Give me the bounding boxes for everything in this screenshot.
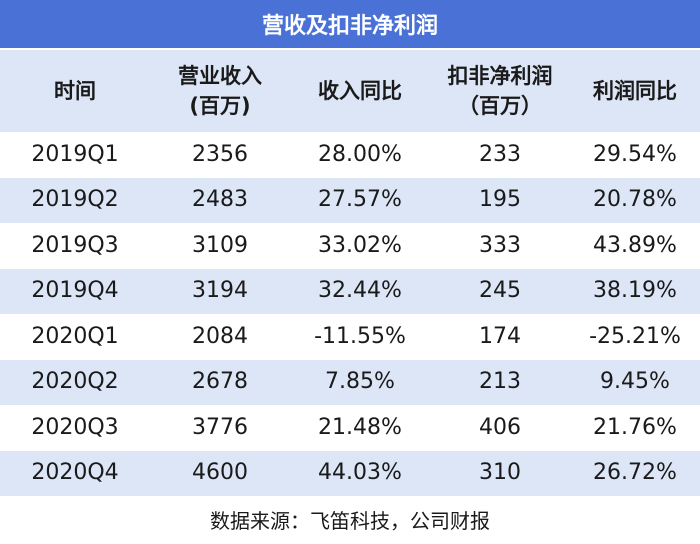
cell-revenue-yoy: 28.00% bbox=[318, 141, 402, 167]
header-revenue-line1: 营业收入 bbox=[178, 64, 262, 88]
cell-revenue: 3776 bbox=[192, 414, 248, 440]
cell-revenue: 2356 bbox=[192, 141, 248, 167]
cell-period: 2019Q2 bbox=[31, 187, 119, 213]
cell-period: 2019Q3 bbox=[31, 232, 119, 258]
cell-revenue: 2483 bbox=[192, 187, 248, 213]
header-revenue-line2: (百万) bbox=[189, 94, 251, 118]
data-source-note: 数据来源：飞笛科技，公司财报 bbox=[210, 508, 490, 533]
cell-revenue-yoy: 21.48% bbox=[318, 414, 402, 440]
table-row: 2020Q4 4600 44.03% 310 26.72% bbox=[0, 450, 700, 496]
cell-profit: 233 bbox=[479, 141, 521, 167]
cell-profit-yoy: 43.89% bbox=[593, 232, 677, 258]
cell-profit: 174 bbox=[479, 323, 521, 349]
table-row: 2020Q2 2678 7.85% 213 9.45% bbox=[0, 359, 700, 405]
cell-period: 2020Q2 bbox=[31, 369, 119, 395]
header-profit-line1: 扣非净利润 bbox=[447, 64, 553, 88]
header-period: 时间 bbox=[54, 79, 96, 103]
table-title: 营收及扣非净利润 bbox=[0, 0, 700, 48]
table-row: 2019Q1 2356 28.00% 233 29.54% bbox=[0, 132, 700, 178]
cell-profit: 245 bbox=[479, 278, 521, 304]
cell-revenue-yoy: 33.02% bbox=[318, 232, 402, 258]
cell-profit: 406 bbox=[479, 414, 521, 440]
financial-table: 时间 营业收入 (百万) 收入同比 扣非净利润 （百万） 利润同比 2019Q1… bbox=[0, 50, 700, 496]
table-row: 2019Q2 2483 27.57% 195 20.78% bbox=[0, 177, 700, 223]
cell-revenue-yoy: 32.44% bbox=[318, 278, 402, 304]
cell-revenue-yoy: 7.85% bbox=[325, 369, 395, 395]
cell-profit-yoy: 38.19% bbox=[593, 278, 677, 304]
cell-profit-yoy: 21.76% bbox=[593, 414, 677, 440]
cell-revenue: 3194 bbox=[192, 278, 248, 304]
cell-revenue: 2678 bbox=[192, 369, 248, 395]
table-row: 2020Q1 2084 -11.55% 174 -25.21% bbox=[0, 314, 700, 360]
table-row: 2019Q4 3194 32.44% 245 38.19% bbox=[0, 268, 700, 314]
cell-revenue: 4600 bbox=[192, 460, 248, 486]
cell-period: 2020Q1 bbox=[31, 323, 119, 349]
cell-profit: 310 bbox=[479, 460, 521, 486]
cell-profit-yoy: 20.78% bbox=[593, 187, 677, 213]
cell-revenue-yoy: 27.57% bbox=[318, 187, 402, 213]
cell-profit: 195 bbox=[479, 187, 521, 213]
header-profit-yoy: 利润同比 bbox=[593, 79, 677, 103]
table-row: 2020Q3 3776 21.48% 406 21.76% bbox=[0, 405, 700, 451]
cell-revenue: 2084 bbox=[192, 323, 248, 349]
cell-revenue-yoy: 44.03% bbox=[318, 460, 402, 486]
header-profit-line2: （百万） bbox=[458, 94, 542, 118]
table-header-row: 时间 营业收入 (百万) 收入同比 扣非净利润 （百万） 利润同比 bbox=[0, 50, 700, 132]
header-revenue-yoy: 收入同比 bbox=[318, 79, 402, 103]
cell-period: 2020Q4 bbox=[31, 460, 119, 486]
cell-profit: 333 bbox=[479, 232, 521, 258]
cell-profit-yoy: 26.72% bbox=[593, 460, 677, 486]
cell-period: 2019Q1 bbox=[31, 141, 119, 167]
cell-profit: 213 bbox=[479, 369, 521, 395]
header-revenue: 营业收入 (百万) bbox=[150, 61, 290, 121]
cell-revenue: 3109 bbox=[192, 232, 248, 258]
cell-period: 2019Q4 bbox=[31, 278, 119, 304]
cell-revenue-yoy: -11.55% bbox=[314, 323, 406, 349]
table-row: 2019Q3 3109 33.02% 333 43.89% bbox=[0, 223, 700, 269]
cell-profit-yoy: -25.21% bbox=[589, 323, 681, 349]
cell-period: 2020Q3 bbox=[31, 414, 119, 440]
cell-profit-yoy: 9.45% bbox=[600, 369, 670, 395]
cell-profit-yoy: 29.54% bbox=[593, 141, 677, 167]
header-profit: 扣非净利润 （百万） bbox=[430, 61, 570, 121]
